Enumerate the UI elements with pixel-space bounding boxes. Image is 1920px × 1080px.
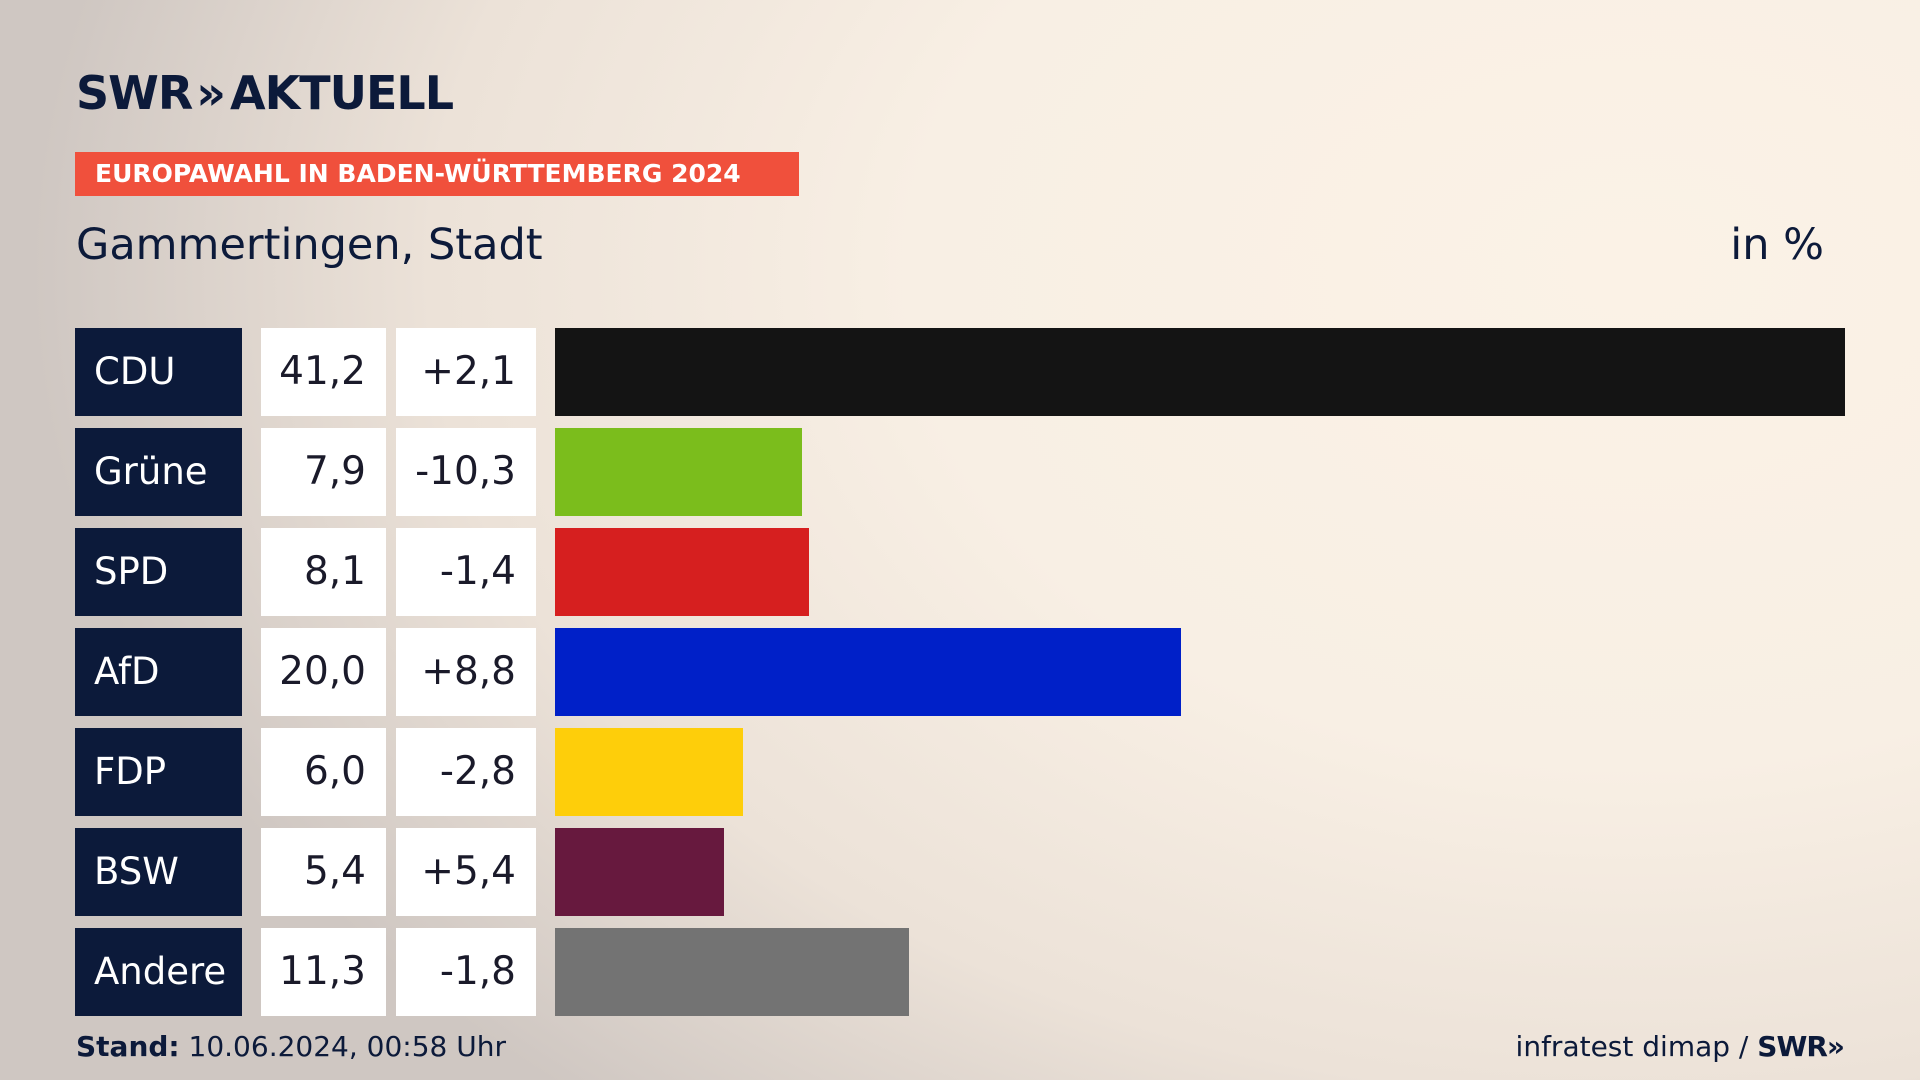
result-row: BSW 5,4 +5,4 [75,828,1845,916]
source-credit: infratest dimap / SWR» [1515,1030,1845,1063]
party-label: Andere [75,928,242,1016]
party-label: AfD [75,628,242,716]
vote-share-value: 8,1 [261,528,386,616]
vote-change-value: +2,1 [396,328,536,416]
vote-change-value: -1,8 [396,928,536,1016]
unit-label: in % [1730,220,1824,270]
source-brand-text: SWR [1757,1030,1828,1063]
stand-value: 10.06.2024, 00:58 Uhr [188,1030,506,1063]
result-bar [555,928,909,1016]
party-label: BSW [75,828,242,916]
party-label: Grüne [75,428,242,516]
vote-change-value: -10,3 [396,428,536,516]
result-row: Andere 11,3 -1,8 [75,928,1845,1016]
result-row: FDP 6,0 -2,8 [75,728,1845,816]
source-text: infratest dimap / [1515,1030,1749,1063]
vote-change-value: +5,4 [396,828,536,916]
vote-change-value: +8,8 [396,628,536,716]
result-bar [555,428,802,516]
vote-share-value: 20,0 [261,628,386,716]
vote-change-value: -1,4 [396,528,536,616]
vote-share-value: 5,4 [261,828,386,916]
result-bar [555,628,1181,716]
source-brand: SWR» [1757,1030,1845,1063]
stand-label: Stand: [76,1030,180,1063]
party-label: SPD [75,528,242,616]
result-bar [555,828,724,916]
swr-aktuell-logo: SWR» AKTUELL [76,66,454,120]
election-banner: EUROPAWAHL IN BADEN-WÜRTTEMBERG 2024 [75,152,799,196]
result-bar [555,528,809,616]
result-bar [555,328,1845,416]
vote-share-value: 41,2 [261,328,386,416]
party-label: FDP [75,728,242,816]
logo-chevron-icon: » [196,66,226,120]
result-row: CDU 41,2 +2,1 [75,328,1845,416]
vote-share-value: 11,3 [261,928,386,1016]
party-label: CDU [75,328,242,416]
vote-share-value: 6,0 [261,728,386,816]
result-row: Grüne 7,9 -10,3 [75,428,1845,516]
vote-change-value: -2,8 [396,728,536,816]
logo-text: AKTUELL [230,66,454,120]
result-row: SPD 8,1 -1,4 [75,528,1845,616]
logo-brand: SWR [76,66,193,120]
result-bar [555,728,743,816]
source-chevron-icon: » [1826,1030,1845,1063]
vote-share-value: 7,9 [261,428,386,516]
timestamp: Stand: 10.06.2024, 00:58 Uhr [76,1030,506,1063]
chart-title: Gammertingen, Stadt [76,220,543,270]
result-row: AfD 20,0 +8,8 [75,628,1845,716]
